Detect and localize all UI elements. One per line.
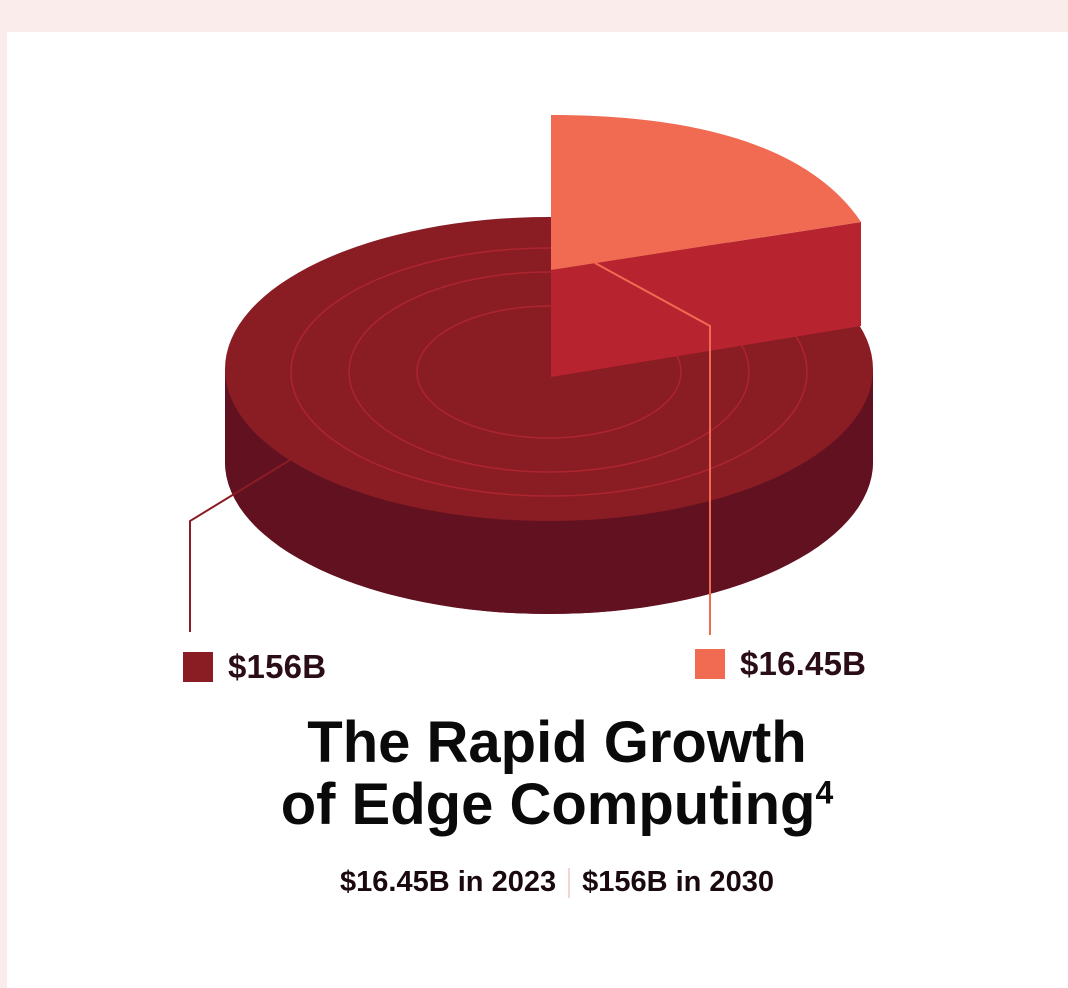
legend-item-large: $156B	[183, 648, 326, 686]
subtitle-2030: $156B in 2030	[582, 866, 774, 898]
pie-slice-small-side	[551, 222, 861, 377]
footnote-marker: 4	[815, 774, 834, 811]
legend-label-small: $16.45B	[740, 645, 867, 682]
pie-ring	[416, 305, 682, 439]
pie-chart	[189, 115, 873, 635]
chart-title: The Rapid Growth of Edge Computing4	[7, 712, 1068, 836]
legend-swatch-small	[695, 649, 725, 679]
chart-title-line2-text: of Edge Computing	[280, 772, 816, 837]
pie-ring	[290, 247, 808, 497]
card: $156B $16.45B The Rapid Growth of Edge C…	[7, 32, 1068, 988]
legend-item-small: $16.45B	[695, 645, 866, 683]
chart-title-line1: The Rapid Growth	[307, 710, 807, 775]
subtitle-2023: $16.45B in 2023	[340, 866, 557, 898]
leader-line-small	[594, 262, 711, 635]
pie-slice-small-top	[551, 115, 861, 270]
chart-title-line2: of Edge Computing4	[7, 774, 1068, 836]
pie-rings	[290, 247, 808, 497]
leader-line-large	[189, 459, 291, 632]
chart-subtitle: $16.45B in 2023 $156B in 2030	[7, 866, 1068, 899]
legend-label-large: $156B	[228, 648, 327, 685]
pie-ring	[348, 271, 750, 473]
subtitle-divider	[568, 868, 571, 899]
legend-swatch-large	[183, 652, 213, 682]
